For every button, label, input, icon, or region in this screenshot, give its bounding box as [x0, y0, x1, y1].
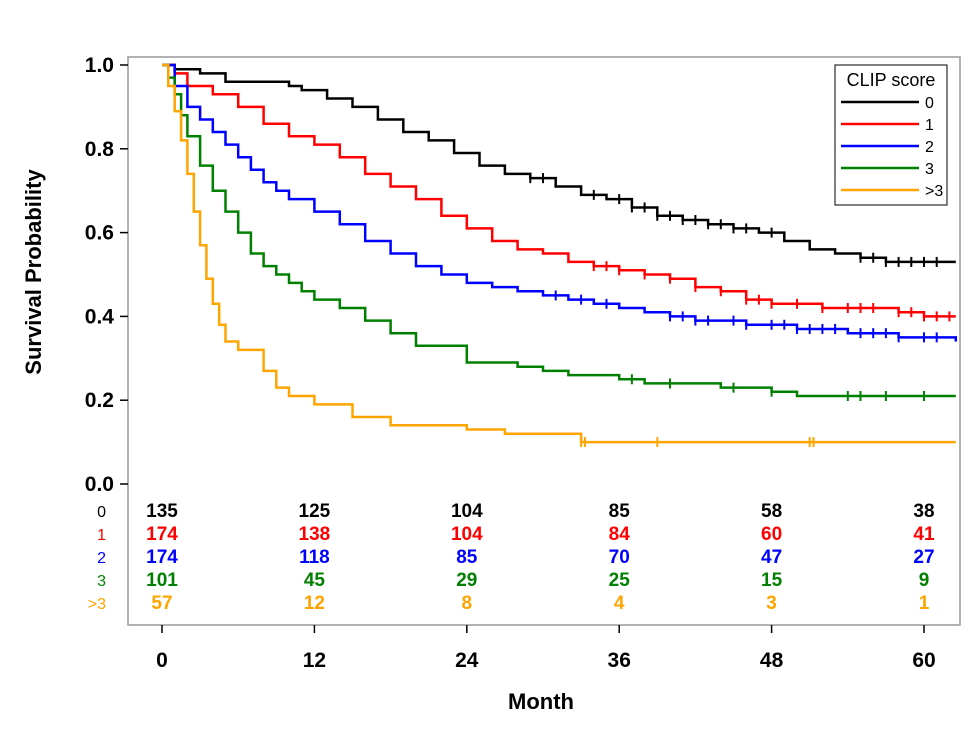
risk-count: 135	[146, 501, 178, 522]
y-tick-label: 0.4	[85, 305, 115, 328]
risk-count: 101	[146, 570, 178, 591]
risk-row-label: 3	[97, 573, 106, 590]
risk-count: 125	[299, 501, 331, 522]
risk-count: 25	[609, 570, 631, 591]
plot-area	[162, 63, 958, 448]
legend-label: >3	[925, 183, 943, 200]
risk-count: 8	[462, 593, 473, 614]
risk-count: 45	[304, 570, 326, 591]
risk-count: 57	[151, 593, 172, 614]
risk-count: 9	[919, 570, 930, 591]
risk-count: 41	[913, 524, 935, 545]
risk-count: 4	[614, 593, 625, 614]
x-axis-title: Month	[508, 689, 574, 714]
risk-count: 85	[456, 547, 478, 568]
legend: CLIP score 0 1 2 3 >3	[834, 64, 948, 206]
x-tick-label: 0	[156, 649, 168, 672]
x-tick-label: 36	[608, 649, 631, 672]
legend-title: CLIP score	[847, 70, 936, 90]
axes: 0.00.20.40.60.81.00 12 24 36 48 60MonthSurviv…	[21, 54, 961, 714]
y-axis-title: Survival Probability	[21, 169, 46, 375]
risk-count: 3	[766, 593, 777, 614]
risk-count: 174	[146, 547, 178, 568]
x-tick-label: 48	[760, 649, 784, 672]
risk-count: 60	[761, 524, 782, 545]
survival-curve-4	[162, 63, 956, 444]
risk-table-area: 0 135 125 104 85 58 381 174 138 104 84 60 412 174 118 8…	[88, 501, 935, 614]
risk-count: 85	[609, 501, 631, 522]
risk-count: 12	[304, 593, 325, 614]
risk-count: 15	[761, 570, 783, 591]
risk-count: 118	[299, 547, 330, 568]
risk-count: 1	[919, 593, 930, 614]
x-tick-label: 12	[303, 649, 326, 672]
y-tick-label: 0.6	[85, 222, 114, 245]
legend-label: 1	[925, 117, 934, 134]
survival-curve-3	[162, 63, 956, 398]
plot-frame	[127, 56, 961, 626]
survival-curve-2	[162, 63, 958, 342]
risk-row-label: 1	[97, 527, 106, 544]
risk-count: 58	[761, 501, 782, 522]
risk-count: 47	[761, 547, 782, 568]
y-tick-label: 0.2	[85, 389, 114, 412]
risk-count: 38	[913, 501, 934, 522]
legend-box	[834, 64, 948, 206]
legend-label: 3	[925, 161, 934, 178]
risk-row-label: >3	[88, 596, 106, 613]
risk-count: 70	[609, 547, 630, 568]
risk-count: 84	[609, 524, 631, 545]
risk-count: 174	[146, 524, 178, 545]
risk-count: 29	[456, 570, 477, 591]
legend-label: 0	[925, 95, 934, 112]
risk-count: 27	[913, 547, 934, 568]
risk-count: 104	[451, 501, 483, 522]
y-tick-label: 1.0	[85, 54, 114, 77]
legend-label: 2	[925, 139, 934, 156]
y-tick-label: 0.8	[85, 138, 115, 161]
x-tick-label: 24	[455, 649, 479, 672]
y-tick-label: 0.0	[85, 473, 114, 496]
risk-row-label: 0	[97, 504, 106, 521]
risk-row-label: 2	[97, 550, 106, 567]
risk-count: 104	[451, 524, 483, 545]
x-tick-label: 60	[912, 649, 935, 672]
risk-count: 138	[299, 524, 331, 545]
